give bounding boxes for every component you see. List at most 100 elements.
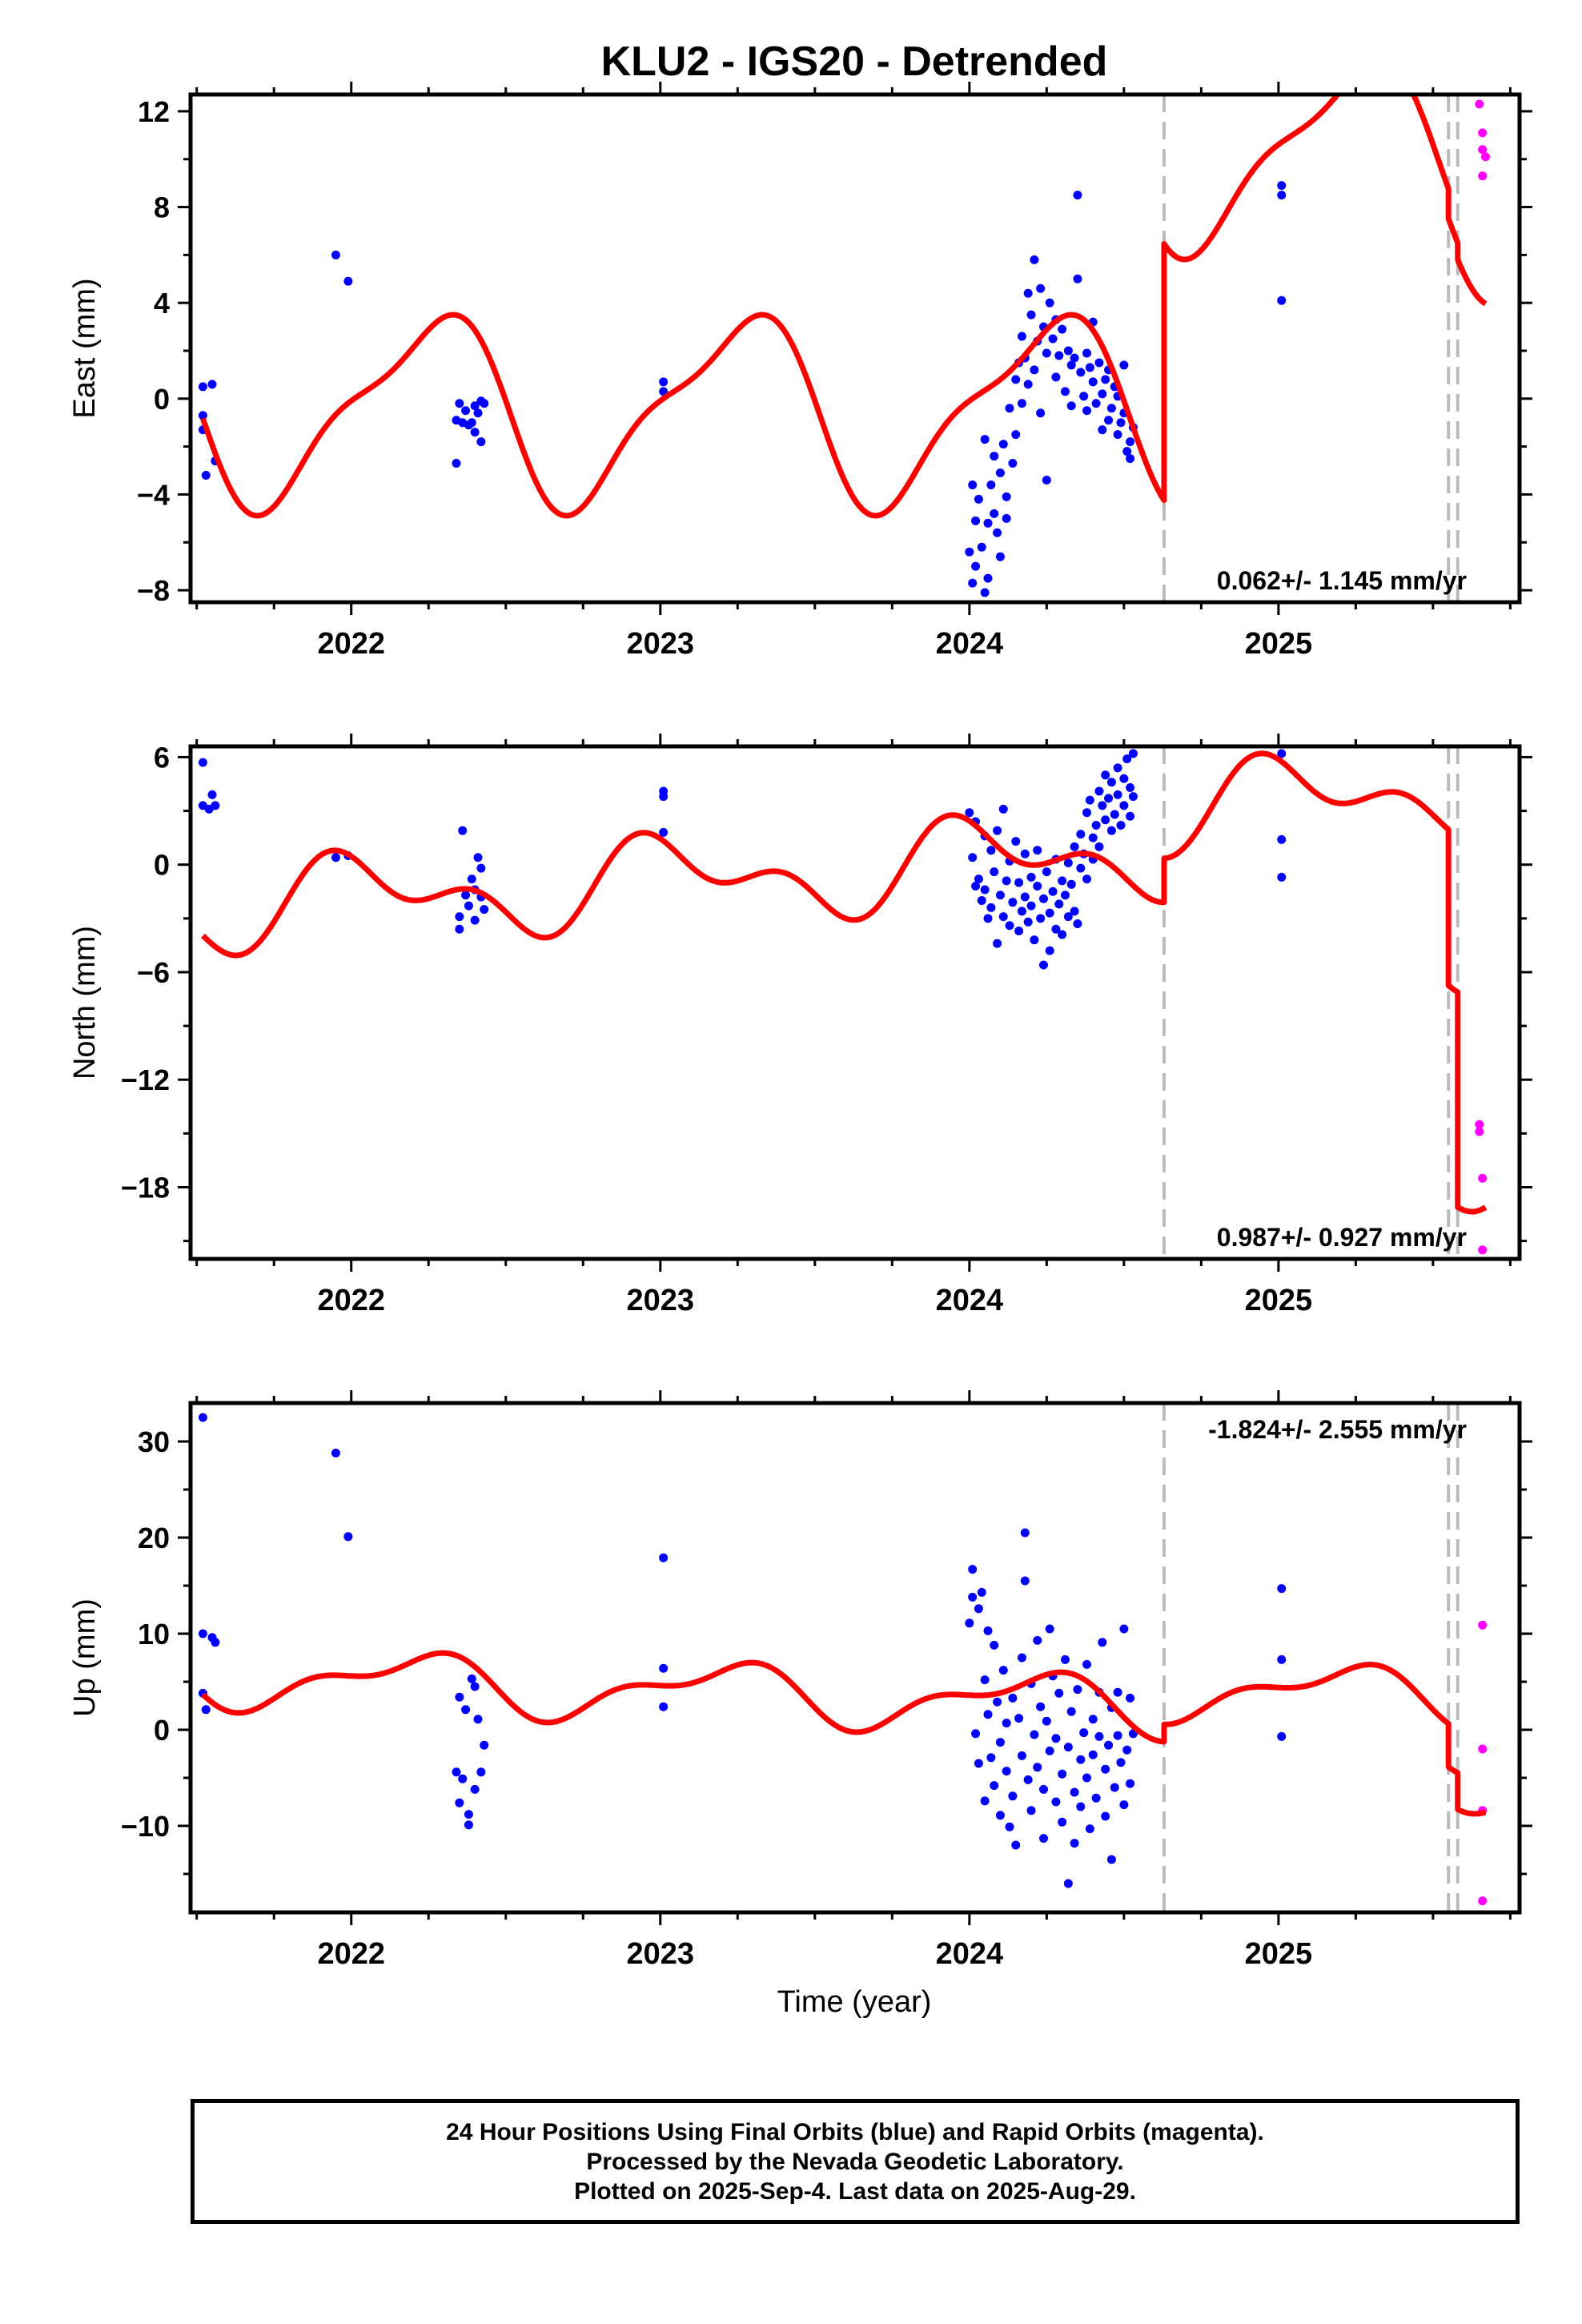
final-orbit-point [1119,360,1129,370]
final-orbit-point [1066,1707,1076,1716]
final-orbit-point [1045,1624,1054,1634]
final-orbit-point [1098,1638,1107,1647]
rate-label: -1.824+/- 2.555 mm/yr [1208,1415,1467,1444]
final-orbit-point [1076,368,1086,377]
x-tick-label: 2024 [936,1937,1004,1971]
final-orbit-point [198,1413,207,1422]
final-orbit-point [1036,914,1046,923]
final-orbit-point [464,901,473,911]
final-orbit-point [998,1666,1008,1675]
final-orbit-point [452,459,461,468]
final-orbit-point [1011,837,1021,846]
x-tick-label: 2025 [1245,627,1313,661]
final-orbit-point [470,1682,480,1691]
rapid-orbit-point [1481,152,1491,162]
final-orbit-point [1048,887,1058,896]
final-orbit-point [198,758,207,767]
final-orbit-point [1106,778,1116,787]
final-orbit-point [455,912,464,922]
final-orbit-point [1036,283,1046,293]
rate-label: 0.987+/- 0.927 mm/yr [1217,1223,1467,1252]
final-orbit-point [1017,399,1026,408]
rapid-orbit-point [1475,99,1484,109]
final-orbit-point [1082,1773,1092,1783]
final-orbit-point [990,1781,999,1791]
final-orbit-point [980,435,990,444]
rapid-orbit-point [1478,145,1488,155]
final-orbit-point [1126,811,1135,821]
final-orbit-point [1008,1791,1018,1801]
final-orbit-point [1098,801,1107,810]
y-axis-label: East (mm) [68,278,102,418]
model-curve [200,94,1488,519]
final-orbit-point [1017,1751,1026,1760]
final-orbit-point [211,1638,220,1647]
rapid-orbit-point [1478,1620,1488,1630]
y-tick-label: 12 [138,95,170,128]
final-orbit-point [467,1674,476,1683]
final-orbit-point [1058,930,1067,939]
final-orbit-point [1038,960,1048,970]
final-orbit-point [974,494,983,504]
rapid-orbit-point [1478,1245,1488,1255]
final-orbit-point [1119,1624,1129,1634]
final-orbit-point [990,867,999,877]
y-tick-label: 8 [154,191,170,224]
final-orbit-point [1277,181,1287,191]
final-orbit-point [1038,894,1048,903]
final-orbit-point [1030,935,1039,945]
final-orbit-point [1066,401,1076,411]
final-orbit-point [343,276,353,286]
final-orbit-point [998,804,1008,814]
x-tick-label: 2024 [936,1284,1004,1317]
final-orbit-point [1126,782,1135,792]
final-orbit-point [1085,1824,1094,1834]
final-orbit-point [1005,921,1014,931]
final-orbit-point [1026,1806,1036,1815]
final-orbit-point [998,440,1008,449]
final-orbit-point [473,853,483,862]
final-orbit-point [980,588,990,597]
final-orbit-point [993,1697,1002,1707]
final-orbit-point [1011,430,1021,440]
final-orbit-point [1005,404,1014,413]
plot-area [198,1403,1488,1912]
y-axis-label: Up (mm) [68,1598,102,1717]
final-orbit-point [1085,795,1094,805]
final-orbit-point [1076,1755,1086,1764]
final-orbit-point [455,924,464,934]
final-orbit-point [1011,375,1021,384]
final-orbit-point [470,915,480,925]
final-orbit-point [1277,834,1287,844]
final-orbit-point [659,1702,669,1711]
rapid-orbit-point [1475,1120,1484,1129]
y-tick-label: −8 [137,574,170,607]
final-orbit-point [1119,1800,1129,1810]
final-orbit-point [1014,1714,1024,1723]
final-orbit-point [473,408,483,418]
final-orbit-point [1066,360,1076,370]
final-orbit-point [1008,1693,1018,1703]
final-orbit-point [455,1798,464,1807]
final-orbit-point [1020,1528,1030,1538]
final-orbit-point [1002,513,1011,523]
final-orbit-point [1066,879,1076,889]
final-orbit-point [1113,1731,1122,1740]
final-orbit-point [659,792,669,802]
final-orbit-point [1042,867,1051,877]
final-orbit-point [1061,387,1070,396]
final-orbit-point [1079,1728,1089,1738]
rapid-orbit-point [1478,128,1488,138]
final-orbit-point [1058,876,1067,886]
final-orbit-point [1079,392,1089,401]
final-orbit-point [1277,749,1287,758]
final-orbit-point [467,418,476,428]
final-orbit-point [986,480,996,489]
final-orbit-point [1063,1879,1073,1888]
final-orbit-point [1023,380,1033,389]
final-orbit-point [1277,191,1287,200]
final-orbit-point [1104,416,1114,425]
final-orbit-point [974,1604,983,1614]
final-orbit-point [971,516,981,525]
